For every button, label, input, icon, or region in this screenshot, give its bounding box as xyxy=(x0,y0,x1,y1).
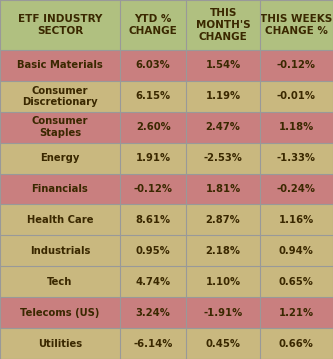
Text: 6.15%: 6.15% xyxy=(136,91,171,101)
Text: 3.24%: 3.24% xyxy=(136,308,170,318)
Text: Tech: Tech xyxy=(47,277,73,287)
Bar xyxy=(0,297,120,328)
Bar xyxy=(260,236,333,266)
Text: 4.74%: 4.74% xyxy=(136,277,171,287)
Bar xyxy=(186,328,260,359)
Bar xyxy=(120,143,186,174)
Text: 8.61%: 8.61% xyxy=(136,215,171,225)
Bar xyxy=(186,266,260,297)
Bar xyxy=(186,297,260,328)
Bar xyxy=(0,174,120,205)
Bar xyxy=(120,205,186,236)
Bar xyxy=(0,328,120,359)
Text: 1.16%: 1.16% xyxy=(279,215,314,225)
Text: 1.91%: 1.91% xyxy=(136,153,171,163)
Bar xyxy=(186,174,260,205)
Text: -1.91%: -1.91% xyxy=(203,308,243,318)
Bar xyxy=(260,143,333,174)
Text: 2.47%: 2.47% xyxy=(206,122,240,132)
Text: Telecoms (US): Telecoms (US) xyxy=(20,308,100,318)
Bar xyxy=(186,236,260,266)
Bar xyxy=(120,174,186,205)
Bar xyxy=(260,174,333,205)
Bar xyxy=(0,143,120,174)
Bar xyxy=(260,205,333,236)
Text: 1.19%: 1.19% xyxy=(205,91,241,101)
Text: 2.18%: 2.18% xyxy=(205,246,241,256)
Text: YTD %
CHANGE: YTD % CHANGE xyxy=(129,14,177,36)
Bar xyxy=(0,0,120,50)
Text: Financials: Financials xyxy=(32,184,88,194)
Text: 0.66%: 0.66% xyxy=(279,339,314,349)
Text: Industrials: Industrials xyxy=(30,246,90,256)
Bar xyxy=(0,50,120,81)
Text: 2.60%: 2.60% xyxy=(136,122,170,132)
Bar xyxy=(260,81,333,112)
Text: Energy: Energy xyxy=(40,153,80,163)
Text: THIS WEEKS
CHANGE %: THIS WEEKS CHANGE % xyxy=(260,14,332,36)
Bar xyxy=(186,112,260,143)
Bar xyxy=(120,236,186,266)
Bar xyxy=(120,0,186,50)
Bar xyxy=(260,328,333,359)
Bar xyxy=(260,297,333,328)
Text: -0.24%: -0.24% xyxy=(277,184,316,194)
Text: 1.10%: 1.10% xyxy=(205,277,241,287)
Bar xyxy=(260,50,333,81)
Bar xyxy=(186,205,260,236)
Text: -1.33%: -1.33% xyxy=(277,153,316,163)
Bar xyxy=(260,112,333,143)
Bar xyxy=(0,112,120,143)
Bar xyxy=(186,50,260,81)
Bar xyxy=(120,297,186,328)
Text: 0.45%: 0.45% xyxy=(205,339,241,349)
Text: 2.87%: 2.87% xyxy=(206,215,240,225)
Text: 1.18%: 1.18% xyxy=(279,122,314,132)
Bar xyxy=(120,328,186,359)
Bar xyxy=(120,266,186,297)
Text: Utilities: Utilities xyxy=(38,339,82,349)
Text: -0.12%: -0.12% xyxy=(277,60,316,70)
Bar xyxy=(260,266,333,297)
Text: Health Care: Health Care xyxy=(27,215,93,225)
Text: Basic Materials: Basic Materials xyxy=(17,60,103,70)
Text: 0.94%: 0.94% xyxy=(279,246,314,256)
Text: -0.12%: -0.12% xyxy=(134,184,173,194)
Text: 6.03%: 6.03% xyxy=(136,60,170,70)
Text: -0.01%: -0.01% xyxy=(277,91,316,101)
Text: THIS
MONTH'S
CHANGE: THIS MONTH'S CHANGE xyxy=(196,8,250,42)
Bar xyxy=(186,143,260,174)
Bar xyxy=(120,112,186,143)
Bar xyxy=(0,236,120,266)
Bar xyxy=(186,81,260,112)
Text: -6.14%: -6.14% xyxy=(134,339,173,349)
Text: 1.81%: 1.81% xyxy=(205,184,241,194)
Text: 0.65%: 0.65% xyxy=(279,277,314,287)
Bar xyxy=(120,50,186,81)
Text: -2.53%: -2.53% xyxy=(204,153,242,163)
Bar xyxy=(120,81,186,112)
Bar xyxy=(0,81,120,112)
Text: 1.21%: 1.21% xyxy=(279,308,314,318)
Text: Consumer
Discretionary: Consumer Discretionary xyxy=(22,85,98,107)
Bar xyxy=(260,0,333,50)
Bar xyxy=(0,205,120,236)
Text: 0.95%: 0.95% xyxy=(136,246,170,256)
Text: 1.54%: 1.54% xyxy=(205,60,241,70)
Bar xyxy=(0,266,120,297)
Text: Consumer
Staples: Consumer Staples xyxy=(32,116,88,138)
Bar xyxy=(186,0,260,50)
Text: ETF INDUSTRY
SECTOR: ETF INDUSTRY SECTOR xyxy=(18,14,102,36)
